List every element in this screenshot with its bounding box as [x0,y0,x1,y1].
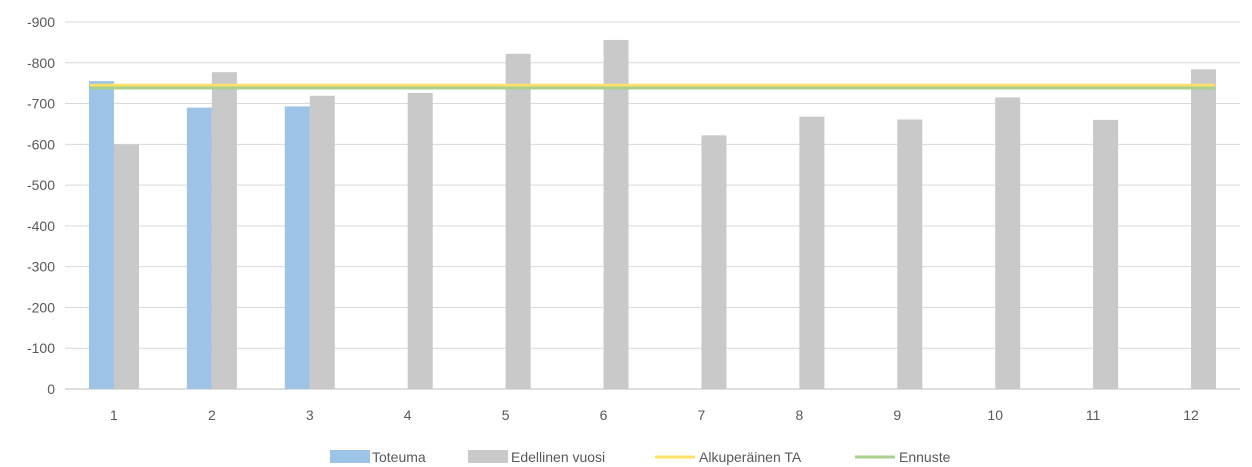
series-lines [90,83,1215,90]
bar-edellinen-vuosi [897,119,923,389]
x-tick-label: 12 [1183,407,1199,423]
y-tick-label: -700 [27,96,55,112]
y-axis-tick-labels: 0 -100 -200 -300 -400 -500 -600 -700 -800 -900 [27,14,55,397]
x-tick-label: 7 [698,407,706,423]
bar-edellinen-vuosi [701,135,727,389]
x-tick-label: 5 [502,407,510,423]
y-tick-label: -800 [27,55,55,71]
y-tick-label: -500 [27,177,55,193]
y-tick-label: -400 [27,218,55,234]
bar-edellinen-vuosi [113,144,139,389]
legend-swatch [330,450,370,463]
bar-toteuma [284,106,310,389]
bar-edellinen-vuosi [309,95,335,390]
legend-label: Toteuma [372,449,426,465]
bar-edellinen-vuosi [603,39,629,389]
x-tick-label: 4 [404,407,412,423]
bar-edellinen-vuosi [799,116,825,390]
x-tick-label: 11 [1086,407,1101,423]
y-tick-label: -600 [27,136,55,152]
bar-edellinen-vuosi [1093,119,1119,389]
bar-edellinen-vuosi [407,92,433,389]
x-tick-label: 8 [795,407,803,423]
legend-item: Ennuste [855,449,951,465]
bar-edellinen-vuosi [211,72,237,389]
y-tick-label: -100 [27,340,55,356]
y-tick-label: -300 [27,259,55,275]
gridlines [65,21,1240,390]
y-tick-label: 0 [47,381,55,397]
legend-item: Edellinen vuosi [468,449,605,465]
x-tick-label: 2 [208,407,216,423]
bar-edellinen-vuosi [505,53,531,389]
y-tick-label: -900 [27,14,55,30]
legend-swatch [468,450,508,463]
legend-item: Toteuma [330,449,426,465]
legend-label: Ennuste [899,449,951,465]
bars [88,39,1217,390]
bar-toteuma [88,81,114,389]
bar-edellinen-vuosi [995,97,1021,389]
x-tick-label: 1 [110,407,118,423]
legend-label: Alkuperäinen TA [699,449,802,465]
x-tick-label: 3 [306,407,314,423]
x-axis-tick-labels: 1 2 3 4 5 6 7 8 9 10 11 12 [110,407,1199,423]
x-tick-label: 10 [987,407,1003,423]
legend-label: Edellinen vuosi [511,449,605,465]
bar-edellinen-vuosi [1191,69,1217,390]
x-tick-label: 9 [893,407,901,423]
legend-item: Alkuperäinen TA [655,449,802,465]
x-tick-label: 6 [600,407,608,423]
y-tick-label: -200 [27,299,55,315]
legend: Toteuma Edellinen vuosi Alkuperäinen TA Enn… [330,449,951,465]
bar-toteuma [186,107,212,389]
